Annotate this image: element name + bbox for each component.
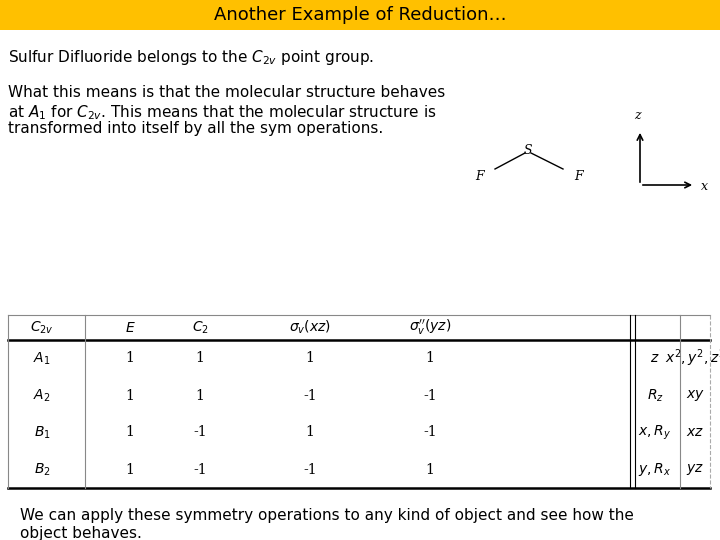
Text: $R_z$: $R_z$ xyxy=(647,387,663,404)
Text: Another Example of Reduction…: Another Example of Reduction… xyxy=(214,6,506,24)
Text: $y, R_x$: $y, R_x$ xyxy=(639,461,672,478)
Text: $x^2, y^2, z^2$: $x^2, y^2, z^2$ xyxy=(665,348,720,369)
Text: S: S xyxy=(523,144,532,157)
Text: 1: 1 xyxy=(125,352,135,366)
Text: 1: 1 xyxy=(125,388,135,402)
Text: F: F xyxy=(574,170,582,183)
Text: $xz$: $xz$ xyxy=(686,426,704,440)
Text: What this means is that the molecular structure behaves: What this means is that the molecular st… xyxy=(8,85,445,100)
Text: $B_2$: $B_2$ xyxy=(34,461,50,478)
Text: -1: -1 xyxy=(303,462,317,476)
Text: $\sigma_v''(yz)$: $\sigma_v''(yz)$ xyxy=(409,318,451,337)
Text: object behaves.: object behaves. xyxy=(20,526,142,540)
Text: F: F xyxy=(475,170,484,183)
Text: $C_2$: $C_2$ xyxy=(192,319,209,336)
Text: $C_{2v}$: $C_{2v}$ xyxy=(30,319,54,336)
Text: $E$: $E$ xyxy=(125,321,135,334)
Text: 1: 1 xyxy=(426,352,434,366)
Text: -1: -1 xyxy=(423,426,437,440)
Text: $xy$: $xy$ xyxy=(685,388,704,403)
Text: $yz$: $yz$ xyxy=(686,462,704,477)
Text: Sulfur Difluoride belongs to the $C_{2v}$ point group.: Sulfur Difluoride belongs to the $C_{2v}… xyxy=(8,48,374,67)
Bar xyxy=(0,0,720,30)
Text: at $A_1$ for $C_{2v}$. This means that the molecular structure is: at $A_1$ for $C_{2v}$. This means that t… xyxy=(8,103,436,122)
Text: 1: 1 xyxy=(305,352,315,366)
Text: transformed into itself by all the sym operations.: transformed into itself by all the sym o… xyxy=(8,121,383,136)
Text: -1: -1 xyxy=(193,426,207,440)
Text: -1: -1 xyxy=(193,462,207,476)
Text: $z$: $z$ xyxy=(650,352,660,366)
Text: -1: -1 xyxy=(303,388,317,402)
Text: $A_1$: $A_1$ xyxy=(33,350,50,367)
Text: z: z xyxy=(634,109,640,122)
Text: 1: 1 xyxy=(426,462,434,476)
Text: x: x xyxy=(701,180,708,193)
Text: 1: 1 xyxy=(125,426,135,440)
Text: We can apply these symmetry operations to any kind of object and see how the: We can apply these symmetry operations t… xyxy=(20,508,634,523)
Text: 1: 1 xyxy=(125,462,135,476)
Text: $\sigma_v(xz)$: $\sigma_v(xz)$ xyxy=(289,319,331,336)
Text: $x, R_y$: $x, R_y$ xyxy=(639,423,672,442)
Text: 1: 1 xyxy=(196,352,204,366)
Text: 1: 1 xyxy=(305,426,315,440)
Text: $A_2$: $A_2$ xyxy=(33,387,50,404)
Text: $B_1$: $B_1$ xyxy=(34,424,50,441)
Text: 1: 1 xyxy=(196,388,204,402)
Text: -1: -1 xyxy=(423,388,437,402)
